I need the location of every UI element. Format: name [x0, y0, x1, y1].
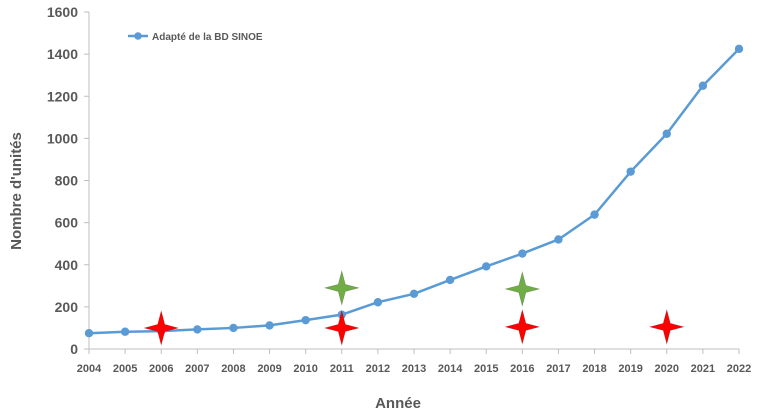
- x-tick-label: 2009: [257, 363, 281, 375]
- data-point: [482, 262, 491, 271]
- y-tick-label: 1000: [47, 130, 78, 146]
- x-tick-label: 2015: [474, 363, 498, 375]
- legend-label: Adapté de la BD SINOE: [152, 32, 263, 43]
- data-point: [120, 327, 130, 336]
- y-tick-label: 800: [55, 173, 79, 189]
- data-point: [301, 315, 310, 325]
- data-point: [662, 129, 671, 138]
- star-marker: [143, 309, 180, 347]
- y-tick-label: 0: [70, 341, 78, 357]
- star-marker: [323, 309, 360, 347]
- y-tick-label: 1200: [47, 88, 78, 104]
- x-tick-label: 2008: [221, 363, 245, 375]
- x-tick-label: 2022: [727, 363, 751, 375]
- data-point: [229, 323, 238, 333]
- x-tick-label: 2021: [691, 363, 715, 375]
- data-point: [590, 210, 599, 219]
- x-tick-label: 2012: [366, 363, 390, 375]
- x-tick-label: 2006: [149, 363, 173, 375]
- x-tick-label: 2014: [438, 363, 463, 375]
- data-point: [518, 249, 527, 258]
- x-tick-label: 2004: [77, 363, 102, 375]
- data-point: [445, 275, 455, 285]
- axes: [88, 12, 739, 350]
- data-point: [698, 81, 708, 90]
- star-marker: [323, 269, 360, 307]
- x-tick-label: 2018: [582, 363, 606, 375]
- data-point: [373, 298, 383, 307]
- y-axis-ticks: 0 200 400 600 800 1000 1200 1400 1600: [47, 4, 89, 357]
- y-tick-label: 600: [55, 215, 79, 231]
- x-tick-label: 2013: [402, 363, 426, 375]
- x-axis-ticks: 2004 2005 2006 2007 2008 2009 2010 2011 2012 2013…: [77, 349, 751, 375]
- x-tick-label: 2019: [618, 363, 642, 375]
- x-tick-label: 2007: [185, 363, 209, 375]
- x-tick-label: 2011: [330, 363, 354, 375]
- y-axis-title: Nombre d'unités: [8, 132, 25, 250]
- data-point: [193, 325, 202, 334]
- x-axis-title: Année: [375, 395, 421, 412]
- data-point: [409, 289, 419, 299]
- x-tick-label: 2020: [655, 363, 679, 375]
- x-tick-label: 2017: [546, 363, 570, 375]
- y-tick-label: 1400: [47, 46, 78, 62]
- data-point: [265, 321, 274, 330]
- legend: Adapté de la BD SINOE: [128, 32, 263, 43]
- annotation-markers: [143, 269, 685, 347]
- star-marker: [504, 270, 541, 308]
- y-tick-label: 200: [55, 299, 79, 315]
- data-point: [554, 235, 563, 244]
- y-tick-label: 400: [55, 257, 79, 273]
- x-tick-label: 2016: [510, 363, 534, 375]
- data-point: [626, 167, 635, 176]
- star-marker: [648, 308, 685, 346]
- x-tick-label: 2005: [113, 363, 137, 375]
- legend-marker: [134, 32, 142, 40]
- x-tick-label: 2010: [293, 363, 317, 375]
- data-point: [734, 44, 744, 54]
- star-marker: [504, 308, 541, 346]
- series-layer: [84, 44, 744, 338]
- data-point: [84, 329, 94, 338]
- y-tick-label: 1600: [47, 4, 78, 20]
